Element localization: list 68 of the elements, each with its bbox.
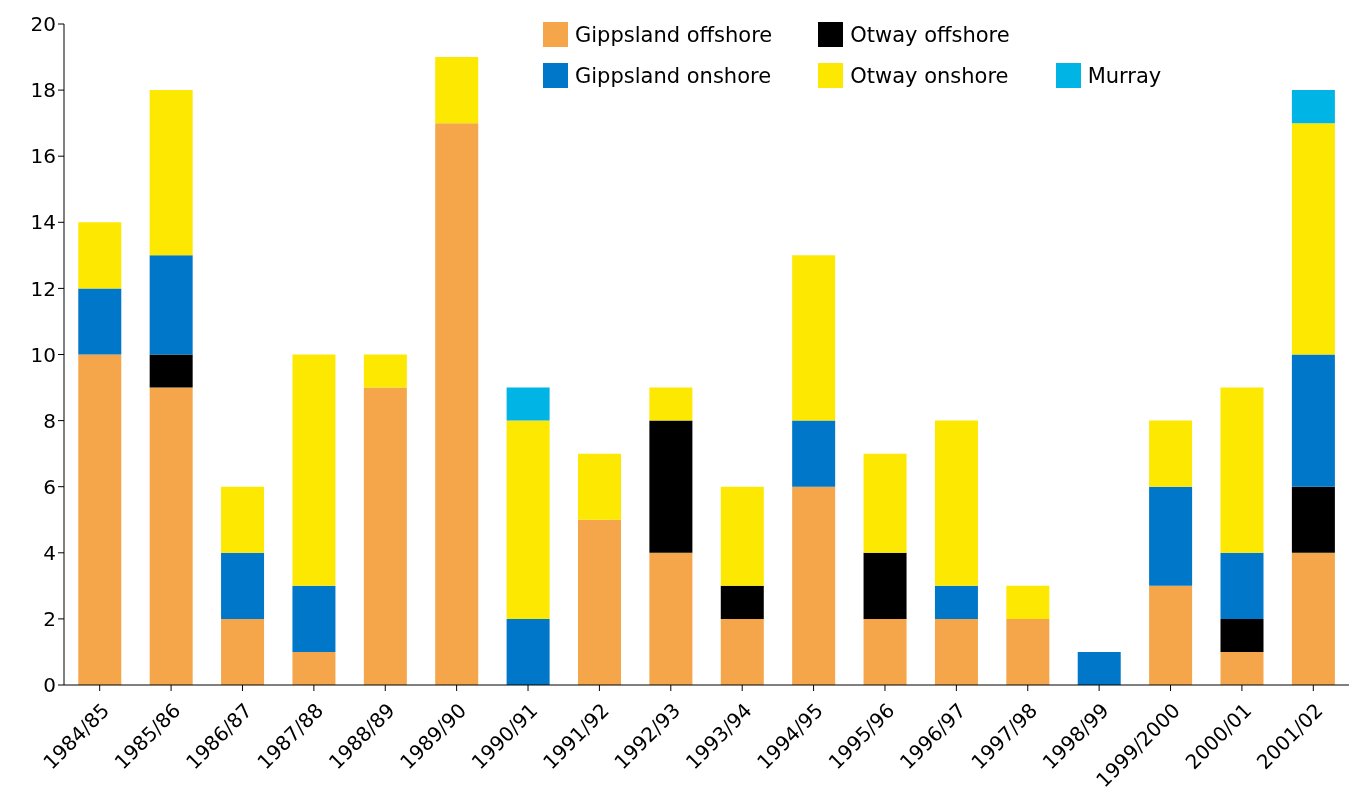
bar	[221, 618, 265, 685]
bar	[863, 618, 907, 685]
bar	[363, 354, 407, 388]
bar	[78, 222, 122, 289]
bar	[78, 354, 122, 685]
bar	[1291, 552, 1335, 685]
bar	[1291, 90, 1335, 124]
legend-label: Otway onshore	[850, 63, 1009, 88]
legend-label: Gippsland onshore	[575, 63, 772, 88]
bar	[720, 585, 764, 619]
bar	[149, 90, 193, 256]
bar	[1220, 552, 1264, 619]
bar	[149, 354, 193, 388]
bar	[1291, 354, 1335, 487]
y-tick-label: 18	[30, 78, 56, 103]
bar	[1149, 420, 1193, 487]
bar	[292, 354, 336, 586]
bar	[649, 420, 693, 553]
bar	[792, 255, 836, 421]
bar	[1220, 387, 1264, 553]
bar	[1006, 585, 1050, 619]
legend-label: Gippsland offshore	[575, 22, 773, 47]
y-tick-label: 4	[43, 540, 56, 565]
legend-label: Murray	[1087, 63, 1162, 88]
y-tick-label: 6	[43, 474, 56, 499]
bar	[1220, 618, 1264, 652]
bar	[506, 420, 550, 619]
bar	[1149, 486, 1193, 586]
bar	[934, 618, 978, 685]
y-tick-label: 10	[30, 342, 56, 367]
bar	[149, 387, 193, 685]
y-tick-label: 8	[43, 408, 56, 433]
bar	[221, 486, 265, 553]
bar	[1149, 585, 1193, 685]
y-tick-label: 0	[43, 673, 56, 698]
bar	[435, 123, 479, 685]
bar	[292, 651, 336, 685]
bar	[78, 288, 122, 355]
bar	[863, 453, 907, 553]
bar	[1291, 123, 1335, 355]
bar	[649, 387, 693, 421]
bar	[649, 552, 693, 685]
legend-label: Otway offshore	[850, 22, 1010, 47]
bar	[863, 552, 907, 619]
bar	[435, 57, 479, 124]
bar	[578, 453, 621, 520]
bar	[292, 585, 336, 652]
bar	[720, 486, 764, 586]
y-tick-label: 16	[30, 144, 56, 169]
bar	[1006, 618, 1050, 685]
bar	[934, 420, 978, 586]
bar	[578, 519, 621, 685]
bar	[506, 618, 550, 685]
bar	[1220, 651, 1264, 685]
bar	[934, 585, 978, 619]
y-tick-label: 14	[30, 210, 56, 235]
bar	[792, 486, 836, 685]
bar	[149, 255, 193, 355]
y-tick-label: 2	[43, 607, 56, 631]
bar	[1077, 651, 1121, 685]
y-tick-label: 20	[30, 12, 56, 37]
bar	[363, 387, 407, 685]
bar	[506, 387, 550, 421]
bar	[720, 618, 764, 685]
bar	[1291, 486, 1335, 553]
y-tick-label: 12	[30, 276, 56, 301]
bar	[792, 420, 836, 487]
bar	[221, 552, 265, 619]
